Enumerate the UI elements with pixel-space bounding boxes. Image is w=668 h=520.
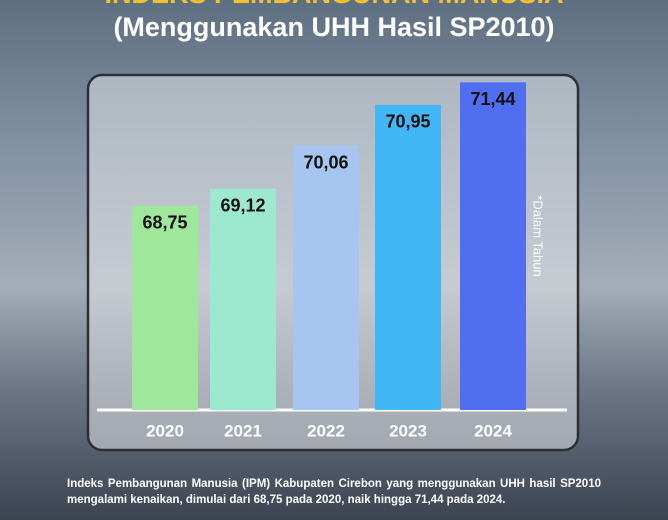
value-label: 68,75	[142, 213, 187, 233]
x-tick-label: 2021	[224, 421, 262, 440]
bar	[293, 145, 359, 410]
x-tick-label: 2020	[146, 421, 184, 440]
bar	[210, 188, 276, 410]
value-label: 70,06	[303, 152, 348, 172]
value-label: 71,44	[470, 89, 515, 109]
x-tick-label: 2022	[307, 421, 345, 440]
chart-title: INDEKS PEMBANGUNAN MANUSIA	[104, 0, 563, 9]
bar	[460, 82, 526, 410]
chart-subtitle: (Menggunakan UHH Hasil SP2010)	[113, 12, 554, 42]
x-tick-label: 2024	[474, 421, 512, 440]
x-tick-label: 2023	[389, 421, 427, 440]
bar	[375, 104, 441, 410]
bar	[132, 205, 198, 410]
value-label: 69,12	[220, 196, 265, 216]
value-label: 70,95	[385, 112, 430, 132]
unit-note: *Dalam Tahun	[531, 195, 546, 276]
caption: Indeks Pembangunan Manusia (IPM) Kabupat…	[67, 478, 601, 506]
